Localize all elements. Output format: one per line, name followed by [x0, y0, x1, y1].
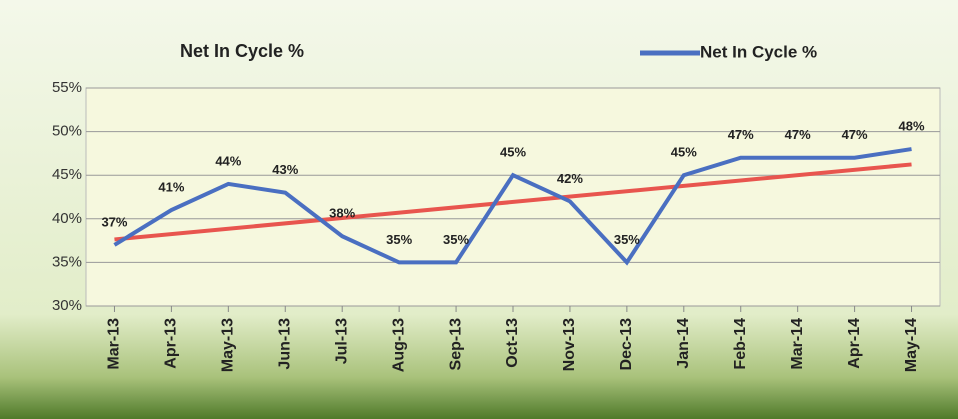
data-label: 48% — [899, 118, 925, 133]
x-tick-label: Mar-14 — [789, 318, 806, 370]
y-tick-label: 35% — [52, 253, 82, 270]
data-label: 47% — [785, 127, 811, 142]
trend-line — [114, 162, 912, 242]
data-label: 37% — [101, 214, 127, 229]
x-tick-label: Aug-13 — [390, 318, 407, 372]
data-label: 35% — [443, 232, 469, 247]
data-label: 47% — [728, 127, 754, 142]
x-tick-label: Dec-13 — [618, 318, 635, 371]
x-tick-label: Jul-13 — [333, 318, 350, 364]
y-tick-label: 30% — [52, 297, 82, 314]
legend-label: Net In Cycle % — [700, 42, 817, 61]
x-tick-label: Feb-14 — [732, 318, 749, 370]
x-tick-label: Oct-13 — [504, 318, 521, 368]
data-label: 35% — [386, 232, 412, 247]
data-line — [113, 147, 912, 266]
x-tick-label: Sep-13 — [447, 318, 464, 371]
data-label: 42% — [557, 171, 583, 186]
x-tick-label: May-14 — [903, 318, 920, 372]
chart-title: Net In Cycle % — [180, 41, 304, 61]
x-tick-label: Jan-14 — [675, 318, 692, 369]
data-label: 45% — [500, 145, 526, 160]
x-tick-label: Nov-13 — [561, 318, 578, 371]
data-label: 44% — [215, 153, 241, 168]
data-label: 43% — [272, 162, 298, 177]
x-tick-label: Mar-13 — [106, 318, 123, 370]
y-tick-label: 40% — [52, 210, 82, 227]
x-tick-label: Apr-14 — [846, 318, 863, 369]
plot-area — [85, 87, 941, 307]
x-tick-label: Apr-13 — [163, 318, 180, 369]
data-label: 41% — [158, 180, 184, 195]
y-tick-label: 50% — [52, 123, 82, 140]
x-tick-label: Jun-13 — [276, 318, 293, 370]
y-tick-label: 45% — [52, 166, 82, 183]
data-label: 47% — [842, 127, 868, 142]
data-label: 45% — [671, 145, 697, 160]
data-label: 35% — [614, 232, 640, 247]
data-label: 38% — [329, 206, 355, 221]
y-tick-label: 55% — [52, 79, 82, 96]
x-tick-label: May-13 — [220, 318, 237, 372]
